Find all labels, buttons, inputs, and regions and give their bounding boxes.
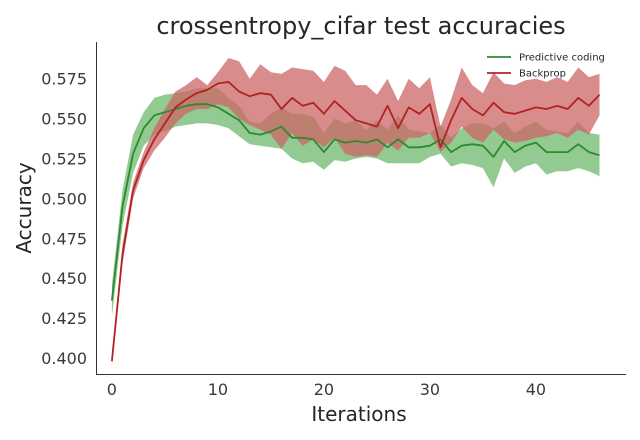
x-tick-label: 20 (314, 380, 334, 399)
confidence-bands (111, 58, 600, 366)
legend-label: Predictive coding (519, 53, 605, 64)
backprop-band (111, 58, 600, 366)
predictive-coding-line (111, 103, 600, 301)
y-tick-label: 0.550 (41, 110, 87, 129)
y-tick-label: 0.525 (41, 150, 87, 169)
y-tick-label: 0.475 (41, 229, 87, 248)
y-tick-label: 0.500 (41, 189, 87, 208)
y-tick-label: 0.400 (41, 349, 87, 368)
series-lines (111, 81, 601, 362)
x-tick-label: 10 (208, 380, 228, 399)
y-tick-label: 0.575 (41, 70, 87, 89)
y-tick-label: 0.425 (41, 309, 87, 328)
legend: Predictive coding Backprop (487, 53, 605, 80)
backprop-line (111, 81, 601, 362)
legend-label: Backprop (519, 69, 566, 80)
chart-title: crossentropy_cifar test accuracies (156, 12, 565, 40)
y-tick-labels: 0.400 0.425 0.450 0.475 0.500 0.525 0.550 0.575 (41, 70, 87, 368)
y-tick-label: 0.450 (41, 269, 87, 288)
x-tick-label: 30 (420, 380, 440, 399)
x-tick-label: 0 (107, 380, 117, 399)
x-tick-label: 40 (526, 380, 546, 399)
x-axis-label: Iterations (311, 402, 406, 426)
x-tick-labels: 0 10 20 30 40 (107, 380, 546, 399)
y-axis-label: Accuracy (12, 162, 36, 253)
